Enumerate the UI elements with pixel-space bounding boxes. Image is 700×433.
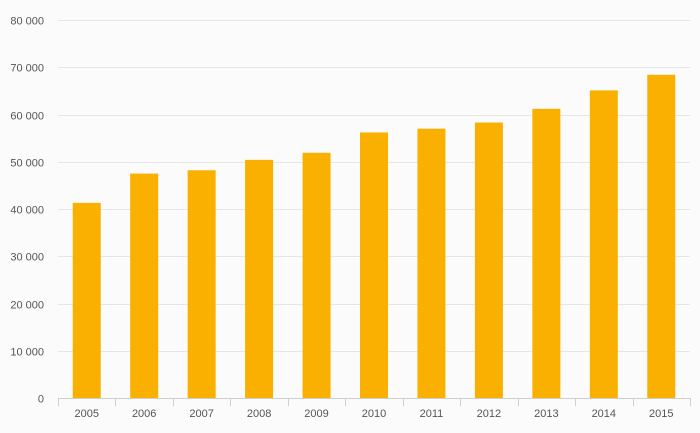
x-tick-label-2009: 2009 — [304, 408, 328, 420]
x-tick-label-2015: 2015 — [649, 408, 673, 420]
x-axis — [58, 398, 691, 406]
x-tick-label-2012: 2012 — [477, 408, 501, 420]
bars — [72, 74, 676, 399]
y-tick-label-40000: 40 000 — [10, 205, 44, 217]
x-tick-label-2008: 2008 — [247, 408, 271, 420]
x-tick-label-2013: 2013 — [534, 408, 558, 420]
bar-2010 — [360, 132, 388, 398]
bar-2008 — [245, 159, 274, 398]
x-tick-label-2014: 2014 — [592, 408, 616, 420]
y-tick-label-10000: 10 000 — [10, 347, 44, 359]
y-tick-label-70000: 70 000 — [10, 63, 44, 75]
y-tick-label-0: 0 — [38, 394, 44, 406]
y-tick-label-50000: 50 000 — [10, 158, 44, 170]
x-tick-label-2007: 2007 — [189, 408, 213, 420]
y-tick-label-30000: 30 000 — [10, 252, 44, 264]
y-tick-label-60000: 60 000 — [10, 111, 44, 123]
bar-2009 — [302, 152, 331, 398]
bar-2012 — [474, 122, 503, 398]
bar-2006 — [130, 173, 159, 398]
y-tick-label-80000: 80 000 — [10, 16, 44, 28]
y-tick-label-20000: 20 000 — [10, 300, 44, 312]
x-tick-label-2005: 2005 — [74, 408, 98, 420]
bar-2011 — [417, 128, 446, 398]
x-axis-tick-labels: 2005 2006 2007 2008 2009 2010 2011 2012 2013 2014… — [74, 408, 673, 420]
bar-2014 — [589, 90, 618, 399]
x-tick-label-2010: 2010 — [362, 408, 386, 420]
x-tick-label-2006: 2006 — [132, 408, 156, 420]
bar-2007 — [187, 170, 216, 398]
x-tick-label-2011: 2011 — [420, 408, 444, 420]
bar-2015 — [647, 74, 676, 398]
y-axis-tick-labels: 0 10 000 20 000 30 000 40 000 50 000 60 000 70 … — [10, 16, 44, 406]
bar-2005 — [72, 202, 101, 398]
bar-2013 — [532, 108, 561, 398]
